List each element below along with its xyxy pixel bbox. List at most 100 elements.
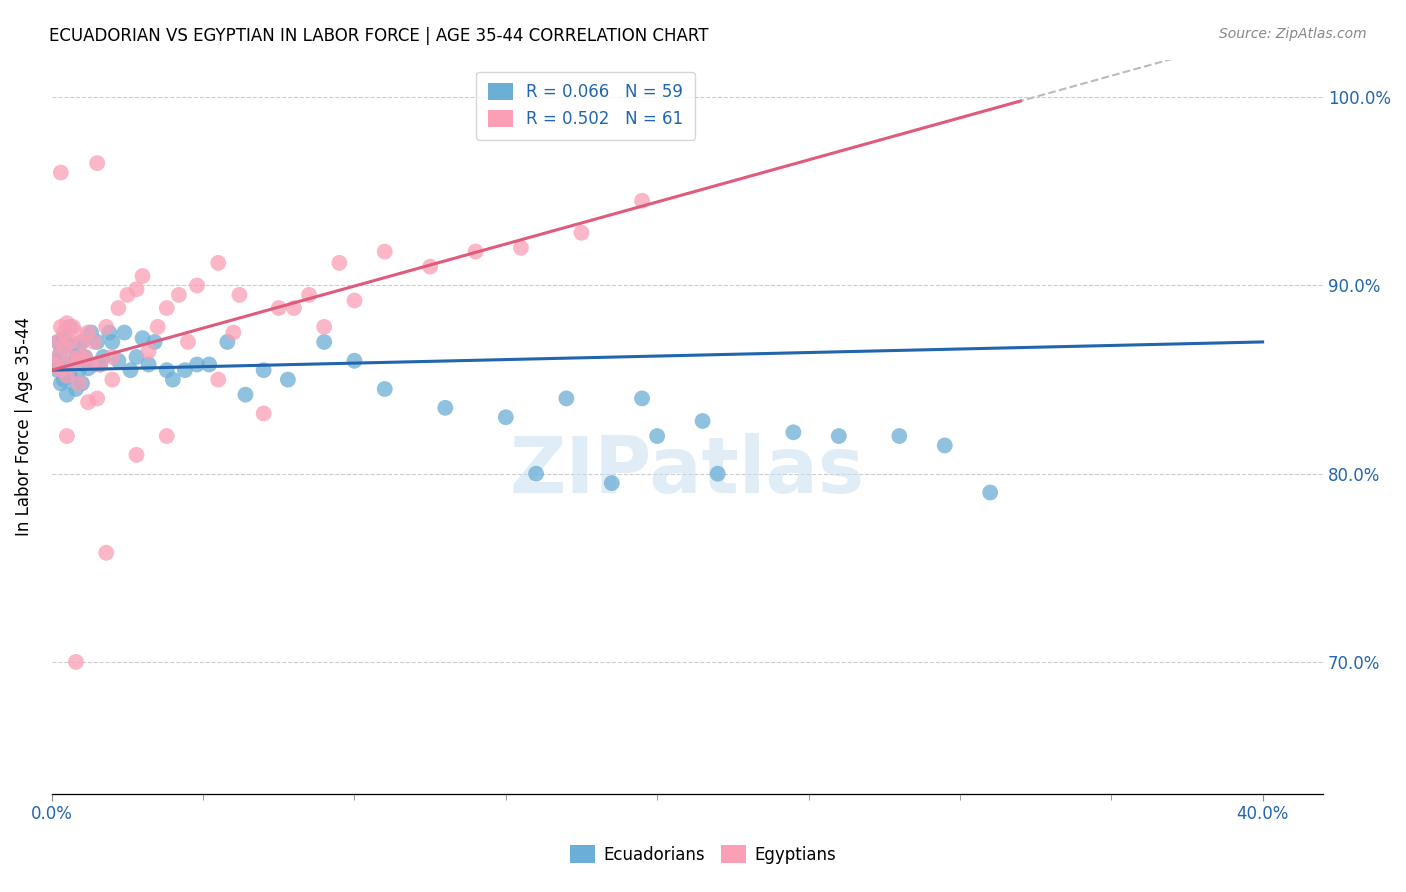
Point bbox=[77, 326, 100, 340]
Point bbox=[631, 392, 654, 406]
Point bbox=[80, 358, 103, 372]
Point bbox=[91, 350, 114, 364]
Point bbox=[495, 410, 517, 425]
Point bbox=[125, 282, 148, 296]
Point bbox=[70, 334, 93, 349]
Point bbox=[464, 244, 486, 259]
Point bbox=[524, 467, 547, 481]
Point bbox=[706, 467, 728, 481]
Point bbox=[146, 319, 169, 334]
Point bbox=[314, 334, 336, 349]
Point bbox=[107, 353, 129, 368]
Point bbox=[73, 350, 96, 364]
Point bbox=[56, 429, 79, 443]
Point bbox=[49, 319, 72, 334]
Point bbox=[59, 368, 82, 383]
Point bbox=[267, 301, 290, 315]
Point bbox=[83, 334, 105, 349]
Point bbox=[67, 350, 90, 364]
Point bbox=[828, 429, 851, 443]
Point bbox=[156, 301, 179, 315]
Point bbox=[101, 373, 124, 387]
Text: Source: ZipAtlas.com: Source: ZipAtlas.com bbox=[1219, 27, 1367, 41]
Point bbox=[138, 344, 160, 359]
Legend: R = 0.066   N = 59, R = 0.502   N = 61: R = 0.066 N = 59, R = 0.502 N = 61 bbox=[477, 71, 695, 140]
Point bbox=[889, 429, 911, 443]
Point bbox=[782, 425, 804, 440]
Point bbox=[125, 448, 148, 462]
Point bbox=[77, 361, 100, 376]
Point bbox=[131, 268, 153, 283]
Point bbox=[217, 334, 239, 349]
Point bbox=[52, 373, 75, 387]
Point bbox=[277, 373, 299, 387]
Point bbox=[934, 438, 956, 452]
Point bbox=[253, 363, 276, 377]
Point bbox=[98, 326, 121, 340]
Point bbox=[186, 358, 208, 372]
Point bbox=[59, 319, 82, 334]
Point bbox=[67, 376, 90, 391]
Point bbox=[107, 301, 129, 315]
Point bbox=[343, 293, 366, 308]
Point bbox=[101, 334, 124, 349]
Point bbox=[117, 288, 139, 302]
Point bbox=[52, 326, 75, 340]
Point bbox=[83, 358, 105, 372]
Point bbox=[120, 363, 142, 377]
Point bbox=[374, 382, 396, 396]
Point bbox=[112, 326, 135, 340]
Point bbox=[419, 260, 441, 274]
Point bbox=[207, 256, 229, 270]
Point bbox=[198, 358, 221, 372]
Point bbox=[138, 358, 160, 372]
Point bbox=[555, 392, 578, 406]
Point bbox=[86, 156, 108, 170]
Point bbox=[59, 350, 82, 364]
Point bbox=[65, 382, 87, 396]
Point bbox=[89, 358, 111, 372]
Point bbox=[52, 339, 75, 353]
Legend: Ecuadorians, Egyptians: Ecuadorians, Egyptians bbox=[562, 838, 844, 871]
Point bbox=[86, 392, 108, 406]
Point bbox=[62, 339, 84, 353]
Point bbox=[283, 301, 305, 315]
Point bbox=[101, 350, 124, 364]
Point bbox=[253, 407, 276, 421]
Text: ECUADORIAN VS EGYPTIAN IN LABOR FORCE | AGE 35-44 CORRELATION CHART: ECUADORIAN VS EGYPTIAN IN LABOR FORCE | … bbox=[49, 27, 709, 45]
Point bbox=[207, 373, 229, 387]
Point bbox=[174, 363, 197, 377]
Point bbox=[177, 334, 200, 349]
Point bbox=[73, 350, 96, 364]
Point bbox=[645, 429, 668, 443]
Point bbox=[65, 655, 87, 669]
Point bbox=[314, 319, 336, 334]
Point bbox=[343, 353, 366, 368]
Point bbox=[510, 241, 533, 255]
Point bbox=[56, 358, 79, 372]
Point bbox=[156, 429, 179, 443]
Point bbox=[143, 334, 166, 349]
Point bbox=[374, 244, 396, 259]
Y-axis label: In Labor Force | Age 35-44: In Labor Force | Age 35-44 bbox=[15, 317, 32, 536]
Point bbox=[979, 485, 1001, 500]
Point bbox=[49, 165, 72, 179]
Point bbox=[46, 334, 69, 349]
Point bbox=[70, 334, 93, 349]
Point bbox=[44, 358, 66, 372]
Point bbox=[62, 319, 84, 334]
Point bbox=[156, 363, 179, 377]
Point bbox=[77, 395, 100, 409]
Point bbox=[52, 331, 75, 345]
Point bbox=[46, 334, 69, 349]
Point bbox=[162, 373, 184, 387]
Point bbox=[186, 278, 208, 293]
Point bbox=[434, 401, 457, 415]
Point bbox=[59, 334, 82, 349]
Point bbox=[96, 546, 118, 560]
Point bbox=[56, 316, 79, 330]
Point bbox=[70, 376, 93, 391]
Text: ZIPatlas: ZIPatlas bbox=[510, 433, 865, 508]
Point bbox=[49, 344, 72, 359]
Point bbox=[49, 363, 72, 377]
